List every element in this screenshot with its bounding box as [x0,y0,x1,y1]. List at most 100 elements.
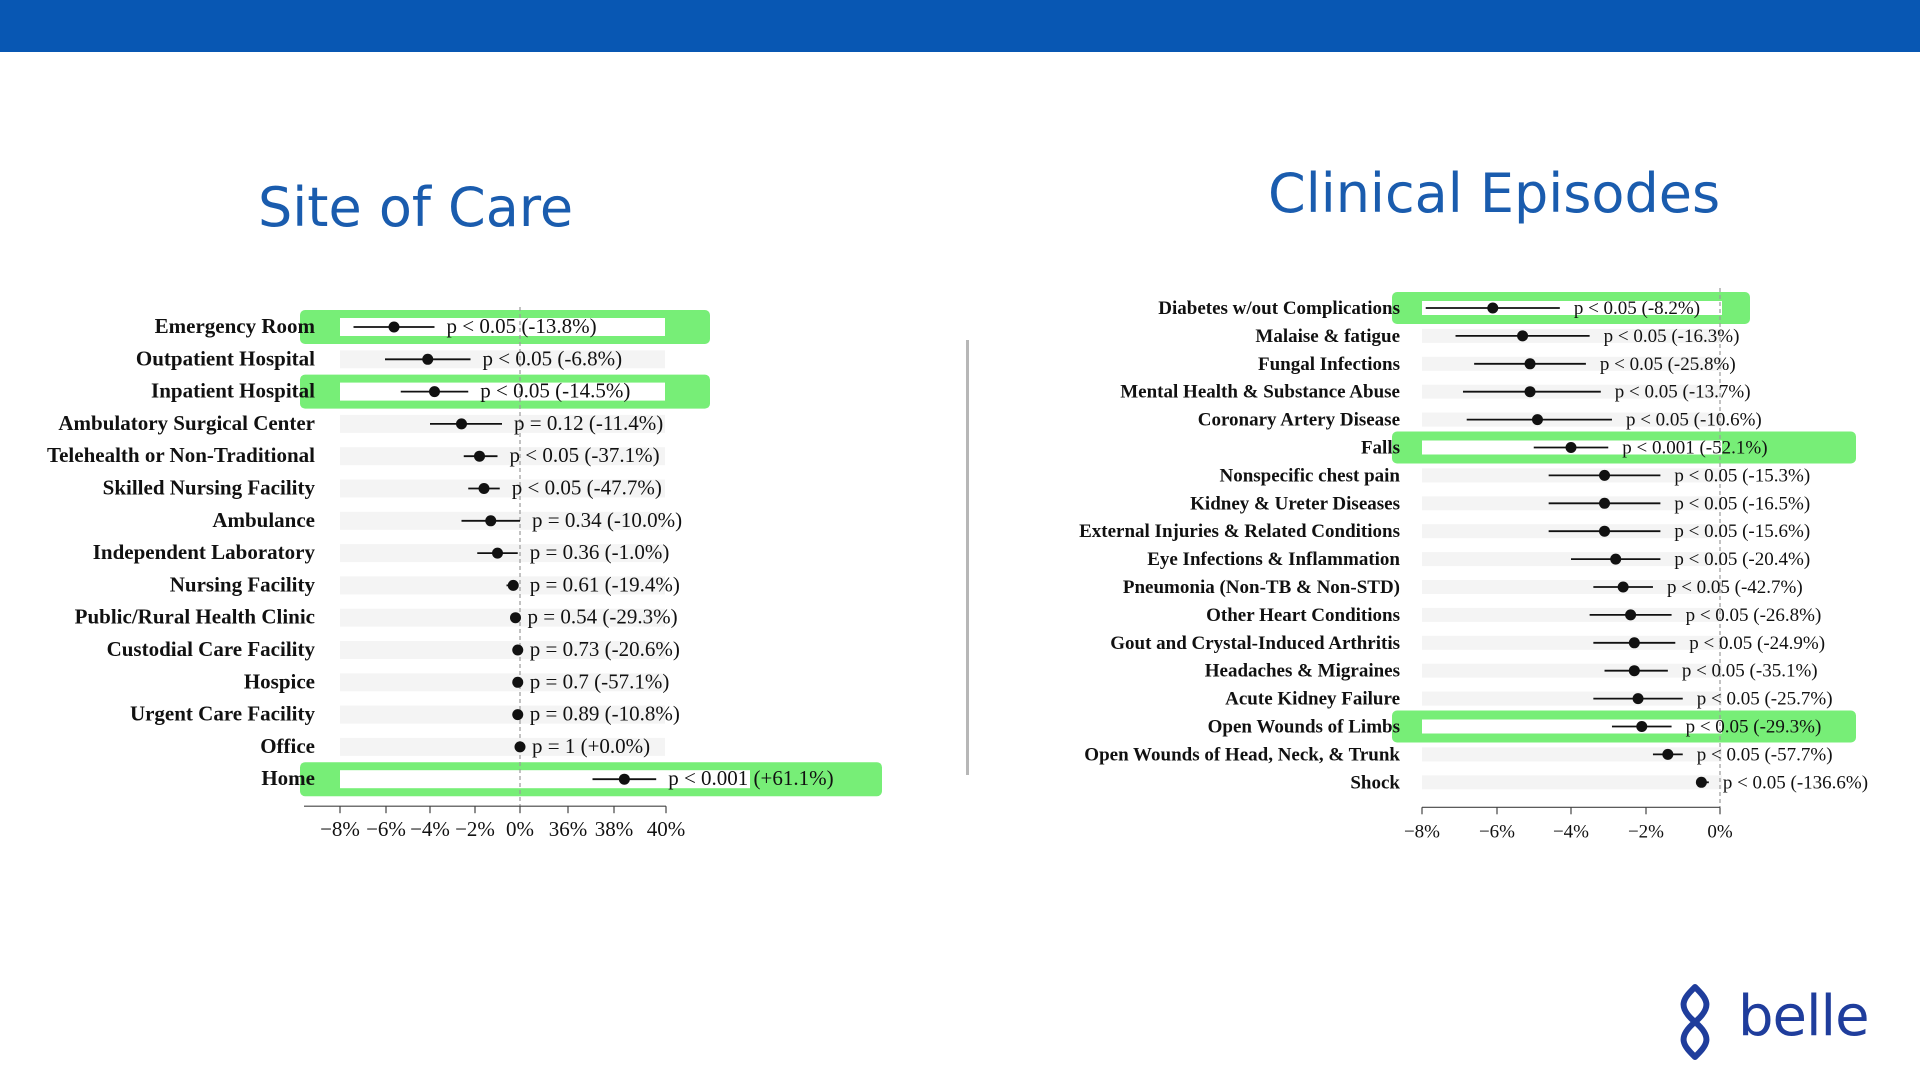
row-band [1422,775,1722,790]
row-band [1422,719,1722,734]
row-label: Falls [1361,438,1400,459]
row-band [340,673,665,692]
point-estimate [512,676,524,688]
row-label: Public/Rural Health Clinic [75,605,315,629]
x-tick-label: 36% [549,817,588,841]
x-tick-label: −8% [1404,821,1440,842]
p-value-annotation: p < 0.05 (-13.7%) [1615,382,1751,403]
x-tick-label: −2% [455,817,495,841]
row-label: Headaches & Migraines [1205,661,1400,682]
p-value-annotation: p = 0.89 (-10.8%) [530,702,680,726]
point-estimate [1617,581,1629,593]
x-tick-label: −2% [1628,821,1664,842]
point-estimate [485,515,497,527]
point-estimate [1487,302,1499,314]
row-label: Fungal Infections [1258,354,1400,375]
point-estimate [422,353,434,365]
row-band [340,382,665,401]
point-estimate [1531,414,1543,426]
row-label: Acute Kidney Failure [1225,689,1400,710]
point-estimate [507,579,519,591]
p-value-annotation: p < 0.001 (+61.1%) [668,766,833,790]
point-estimate [1517,330,1529,342]
x-tick-label: −8% [320,817,360,841]
row-band [1422,635,1722,650]
row-band [340,318,665,336]
point-estimate [1636,721,1648,732]
site-of-care-title: Site of Care [258,176,574,239]
row-label: Other Heart Conditions [1206,605,1400,626]
row-label: Ambulatory Surgical Center [58,411,315,435]
row-label: Kidney & Ureter Diseases [1190,493,1400,514]
logo-text: belle [1738,984,1870,1049]
p-value-annotation: p < 0.05 (-8.2%) [1574,298,1700,319]
p-value-annotation: p < 0.05 (-47.7%) [512,476,662,500]
point-estimate [429,386,440,398]
row-label: Custodial Care Facility [107,637,316,661]
x-tick-label: 38% [595,817,634,841]
belle-logo-icon [1680,984,1710,1060]
x-tick-label: −6% [366,817,406,841]
point-estimate [1599,497,1611,509]
x-tick-label: −4% [1553,821,1589,842]
row-label: Outpatient Hospital [136,346,315,370]
clinical-episodes-title: Clinical Episodes [1268,162,1721,225]
point-estimate [1625,609,1637,621]
point-estimate [1524,358,1536,370]
point-estimate [478,483,490,494]
p-value-annotation: p < 0.05 (-57.7%) [1697,744,1833,765]
row-band [340,414,665,433]
point-estimate [512,644,524,656]
point-estimate [512,709,524,721]
point-estimate [1610,553,1622,565]
row-label: Emergency Room [155,314,316,338]
row-label: Shock [1350,772,1400,793]
row-label: Nursing Facility [170,572,316,596]
p-value-annotation: p < 0.05 (-16.5%) [1674,493,1810,514]
point-estimate [1628,665,1640,677]
p-value-annotation: p < 0.05 (-13.8%) [447,314,597,338]
point-estimate [1628,637,1640,649]
row-label: Pneumonia (Non-TB & Non-STD) [1123,577,1400,598]
row-band [1422,663,1722,678]
x-tick-label: 0% [506,817,534,841]
p-value-annotation: p < 0.05 (-29.3%) [1686,717,1822,738]
p-value-annotation: p = 0.36 (-1.0%) [530,540,670,564]
row-label: Urgent Care Facility [130,702,316,726]
row-band [340,350,665,369]
point-estimate [1524,386,1536,398]
p-value-annotation: p < 0.05 (-24.9%) [1689,633,1825,654]
p-value-annotation: p < 0.05 (-15.3%) [1674,465,1810,486]
row-band [340,737,665,756]
p-value-annotation: p < 0.05 (-20.4%) [1674,549,1810,570]
point-estimate [492,547,503,559]
point-estimate [1599,525,1611,537]
p-value-annotation: p < 0.05 (-25.8%) [1600,354,1736,375]
point-estimate [510,612,521,624]
row-band [340,641,665,659]
point-estimate [1695,776,1707,788]
p-value-annotation: p < 0.05 (-35.1%) [1682,661,1818,682]
row-label: Nonspecific chest pain [1220,465,1401,486]
x-tick-label: 0% [1707,821,1733,842]
row-label: Independent Laboratory [93,540,316,564]
p-value-annotation: p = 0.7 (-57.1%) [530,669,670,693]
p-value-annotation: p = 0.73 (-20.6%) [530,637,680,661]
x-tick-label: −6% [1479,821,1515,842]
row-label: Mental Health & Substance Abuse [1120,382,1400,403]
row-label: Office [260,734,315,758]
row-band [340,705,665,724]
panel-divider [966,340,969,775]
p-value-annotation: p = 0.54 (-29.3%) [528,605,678,629]
point-estimate [474,450,485,462]
row-label: Gout and Crystal-Induced Arthritis [1110,633,1400,654]
row-label: Open Wounds of Head, Neck, & Trunk [1084,744,1400,765]
p-value-annotation: p = 0.61 (-19.4%) [530,572,680,596]
p-value-annotation: p < 0.05 (-25.7%) [1697,689,1833,710]
point-estimate [1599,469,1611,481]
p-value-annotation: p < 0.05 (-6.8%) [483,346,623,370]
p-value-annotation: p < 0.05 (-14.5%) [480,379,630,403]
p-value-annotation: p < 0.05 (-136.6%) [1723,772,1868,793]
